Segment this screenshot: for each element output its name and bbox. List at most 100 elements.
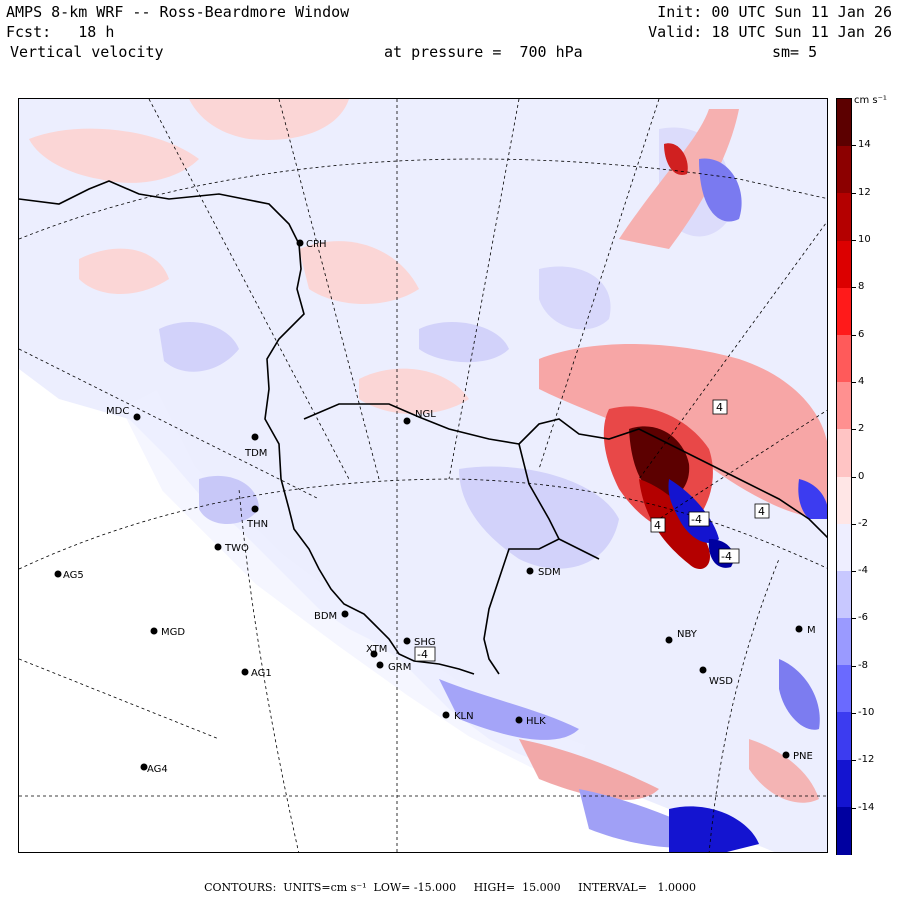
station-M[interactable]: M: [795, 625, 816, 636]
colorbar-tick: [852, 760, 856, 762]
colorbar-tick-label: -4: [858, 565, 868, 577]
colorbar-tick: [852, 665, 856, 667]
contour-label-c5: -4: [718, 548, 740, 564]
colorbar-segment: [837, 99, 851, 147]
station-HLK[interactable]: HLK: [515, 716, 547, 727]
colorbar-tick-label: 4: [858, 375, 865, 387]
station-THN[interactable]: THN: [246, 505, 268, 531]
contour-label-c4: -4: [688, 511, 710, 527]
colorbar-units: cm s⁻¹: [854, 95, 887, 106]
colorbar-segment: [837, 523, 851, 572]
contour-label-c6: -4: [414, 646, 436, 662]
contour-label-c1: 4: [712, 399, 728, 415]
svg-text:NBY: NBY: [677, 629, 698, 640]
svg-text:-4: -4: [417, 648, 428, 661]
colorbar-segment: [837, 146, 851, 194]
colorbar-segment: [837, 806, 851, 855]
station-NGL[interactable]: NGL: [403, 409, 437, 425]
colorbar-tick-label: -2: [858, 517, 868, 529]
coastline: [19, 180, 827, 675]
station-SDM[interactable]: SDM: [526, 567, 561, 578]
station-MDC[interactable]: MDC: [106, 406, 141, 421]
svg-text:4: 4: [654, 519, 661, 532]
svg-text:THN: THN: [246, 519, 268, 530]
colorbar-segment: [837, 193, 851, 242]
svg-text:SHG: SHG: [414, 637, 436, 648]
colorbar-tick: [852, 523, 856, 525]
colorbar-segment: [837, 429, 851, 477]
station-AG4[interactable]: AG4: [140, 763, 168, 776]
colorbar-tick: [852, 807, 856, 809]
colorbar-tick-label: -12: [858, 754, 875, 766]
svg-text:M: M: [807, 625, 816, 636]
contour-label-c3: 4: [754, 503, 770, 519]
station-WSD[interactable]: WSD: [699, 666, 734, 688]
station-SHG[interactable]: SHG: [403, 637, 436, 648]
svg-text:WSD: WSD: [709, 676, 733, 687]
station-PNE[interactable]: PNE: [782, 751, 813, 762]
svg-text:4: 4: [716, 401, 723, 414]
station-XTM[interactable]: XTM: [366, 644, 387, 658]
station-TWO[interactable]: TWO: [214, 543, 249, 554]
svg-text:HLK: HLK: [526, 716, 546, 727]
strong-updraft-region: [539, 109, 827, 569]
colorbar-tick-label: 12: [858, 186, 871, 198]
colorbar-tick-label: -6: [858, 612, 868, 624]
field-name: Vertical velocity: [10, 43, 164, 61]
colorbar-segment: [837, 476, 851, 525]
station-CPH[interactable]: CPH: [296, 239, 327, 250]
svg-text:XTM: XTM: [366, 644, 387, 655]
map-svg: 4 4 4 -4 -4 -4 C: [19, 99, 827, 852]
svg-text:BDM: BDM: [314, 611, 337, 622]
colorbar-segment: [837, 570, 851, 619]
station-KLN[interactable]: KLN: [442, 711, 474, 722]
colorbar: [836, 98, 852, 855]
colorbar-tick-label: -8: [858, 659, 868, 671]
contour-info-footer: CONTOURS: UNITS=cm s⁻¹ LOW= -15.000 HIGH…: [204, 881, 696, 894]
station-MGD[interactable]: MGD: [150, 627, 186, 638]
colorbar-tick: [852, 334, 856, 336]
svg-text:NGL: NGL: [415, 409, 436, 420]
colorbar-tick-label: -14: [858, 801, 875, 813]
station-AG1[interactable]: AG1: [241, 668, 272, 679]
svg-text:AG5: AG5: [63, 570, 84, 581]
map-title: AMPS 8-km WRF -- Ross-Beardmore Window: [6, 3, 350, 21]
svg-text:CPH: CPH: [306, 239, 327, 250]
svg-text:TDM: TDM: [244, 448, 267, 459]
colorbar-tick-label: 14: [858, 139, 871, 151]
station-GRM[interactable]: GRM: [376, 661, 412, 674]
svg-text:MGD: MGD: [161, 627, 185, 638]
svg-text:4: 4: [758, 505, 765, 518]
forecast-hour: Fcst: 18 h: [6, 23, 115, 41]
colorbar-tick: [852, 287, 856, 289]
svg-text:AG4: AG4: [147, 764, 168, 775]
colorbar-segment: [837, 240, 851, 289]
colorbar-tick: [852, 429, 856, 431]
colorbar-segment: [837, 618, 851, 666]
svg-text:SDM: SDM: [538, 567, 561, 578]
map-panel[interactable]: 4 4 4 -4 -4 -4 C: [18, 98, 828, 853]
valid-time: Valid: 18 UTC Sun 11 Jan 26: [648, 23, 892, 41]
colorbar-segment: [837, 759, 851, 808]
colorbar-tick-label: 2: [858, 423, 865, 435]
station-NBY[interactable]: NBY: [665, 629, 698, 644]
colorbar-segment: [837, 334, 851, 383]
station-TDM[interactable]: TDM: [244, 433, 267, 460]
colorbar-tick-label: 0: [858, 470, 865, 482]
colorbar-tick-label: 8: [858, 281, 865, 293]
svg-text:AG1: AG1: [251, 668, 272, 679]
colorbar-tick: [852, 145, 856, 147]
station-BDM[interactable]: BDM: [314, 610, 349, 623]
smoothing-value: sm= 5: [772, 43, 818, 61]
colorbar-tick-label: -10: [858, 707, 875, 719]
colorbar-tick: [852, 239, 856, 241]
svg-text:-4: -4: [721, 550, 732, 563]
svg-text:GRM: GRM: [388, 662, 411, 673]
colorbar-tick: [852, 381, 856, 383]
svg-text:MDC: MDC: [106, 406, 129, 417]
colorbar-tick: [852, 476, 856, 478]
station-AG5[interactable]: AG5: [54, 570, 84, 581]
east-antarctic-plateau: [19, 369, 775, 852]
orographic-wave-patterns: [439, 479, 827, 852]
colorbar-segment: [837, 382, 851, 430]
